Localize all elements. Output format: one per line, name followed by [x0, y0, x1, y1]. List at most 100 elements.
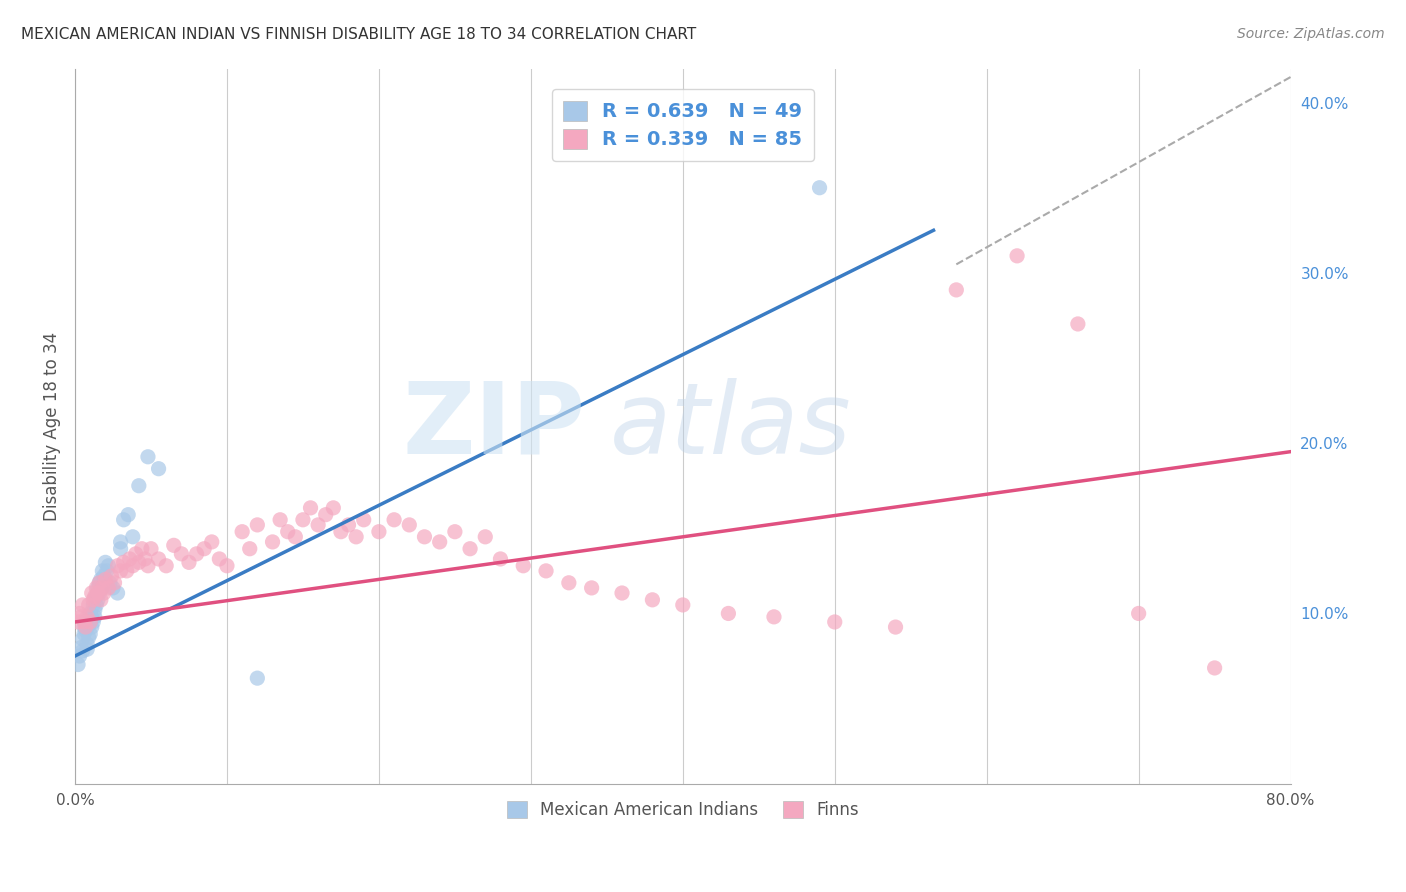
Point	[125, 547, 148, 561]
Point	[112, 513, 135, 527]
Point	[307, 517, 329, 532]
Point	[77, 618, 100, 632]
Point	[72, 644, 94, 658]
Point	[79, 607, 101, 621]
Point	[201, 535, 224, 549]
Point	[139, 541, 162, 556]
Point	[284, 530, 307, 544]
Point	[246, 517, 269, 532]
Point	[398, 517, 420, 532]
Point	[444, 524, 467, 539]
Point	[110, 541, 132, 556]
Point	[808, 180, 831, 194]
Point	[717, 607, 740, 621]
Point	[148, 461, 170, 475]
Point	[90, 592, 112, 607]
Point	[100, 569, 122, 583]
Point	[269, 513, 291, 527]
Point	[277, 524, 299, 539]
Point	[77, 598, 100, 612]
Point	[177, 555, 200, 569]
Point	[80, 586, 103, 600]
Point	[115, 564, 138, 578]
Point	[94, 575, 117, 590]
Point	[299, 500, 322, 515]
Point	[82, 598, 104, 612]
Point	[77, 630, 100, 644]
Point	[291, 513, 314, 527]
Text: Source: ZipAtlas.com: Source: ZipAtlas.com	[1237, 27, 1385, 41]
Point	[329, 524, 352, 539]
Point	[121, 558, 143, 573]
Point	[458, 541, 481, 556]
Point	[945, 283, 967, 297]
Point	[83, 610, 105, 624]
Point	[70, 640, 93, 655]
Point	[110, 535, 132, 549]
Point	[89, 575, 111, 590]
Point	[107, 586, 129, 600]
Point	[337, 517, 360, 532]
Point	[112, 555, 135, 569]
Point	[72, 598, 94, 612]
Point	[103, 575, 125, 590]
Point	[131, 541, 153, 556]
Point	[76, 610, 98, 624]
Point	[121, 530, 143, 544]
Point	[128, 479, 150, 493]
Point	[69, 607, 91, 621]
Point	[96, 564, 118, 578]
Point	[136, 558, 159, 573]
Point	[246, 671, 269, 685]
Text: ZIP: ZIP	[402, 377, 585, 475]
Point	[413, 530, 436, 544]
Text: atlas: atlas	[610, 377, 852, 475]
Point	[91, 581, 114, 595]
Point	[884, 620, 907, 634]
Point	[79, 627, 101, 641]
Point	[69, 648, 91, 663]
Point	[353, 513, 375, 527]
Point	[75, 624, 97, 638]
Point	[94, 573, 117, 587]
Point	[79, 615, 101, 629]
Point	[610, 586, 633, 600]
Point	[93, 586, 115, 600]
Point	[97, 558, 120, 573]
Point	[73, 615, 96, 629]
Point	[231, 524, 253, 539]
Point	[84, 598, 107, 612]
Point	[82, 592, 104, 607]
Point	[474, 530, 496, 544]
Point	[170, 547, 193, 561]
Point	[1204, 661, 1226, 675]
Legend: Mexican American Indians, Finns: Mexican American Indians, Finns	[501, 794, 866, 825]
Point	[94, 555, 117, 569]
Point	[118, 552, 141, 566]
Point	[101, 581, 124, 595]
Text: MEXICAN AMERICAN INDIAN VS FINNISH DISABILITY AGE 18 TO 34 CORRELATION CHART: MEXICAN AMERICAN INDIAN VS FINNISH DISAB…	[21, 27, 696, 42]
Point	[110, 564, 132, 578]
Point	[91, 564, 114, 578]
Point	[76, 637, 98, 651]
Point	[581, 581, 603, 595]
Point	[73, 627, 96, 641]
Point	[98, 575, 121, 590]
Point	[84, 590, 107, 604]
Point	[87, 586, 110, 600]
Point	[79, 615, 101, 629]
Point	[1128, 607, 1150, 621]
Point	[382, 513, 405, 527]
Point	[89, 575, 111, 590]
Point	[155, 558, 177, 573]
Point	[262, 535, 284, 549]
Point	[824, 615, 846, 629]
Point	[429, 535, 451, 549]
Point	[97, 581, 120, 595]
Point	[322, 500, 344, 515]
Point	[73, 620, 96, 634]
Point	[128, 555, 150, 569]
Point	[67, 615, 90, 629]
Point	[239, 541, 262, 556]
Point	[193, 541, 215, 556]
